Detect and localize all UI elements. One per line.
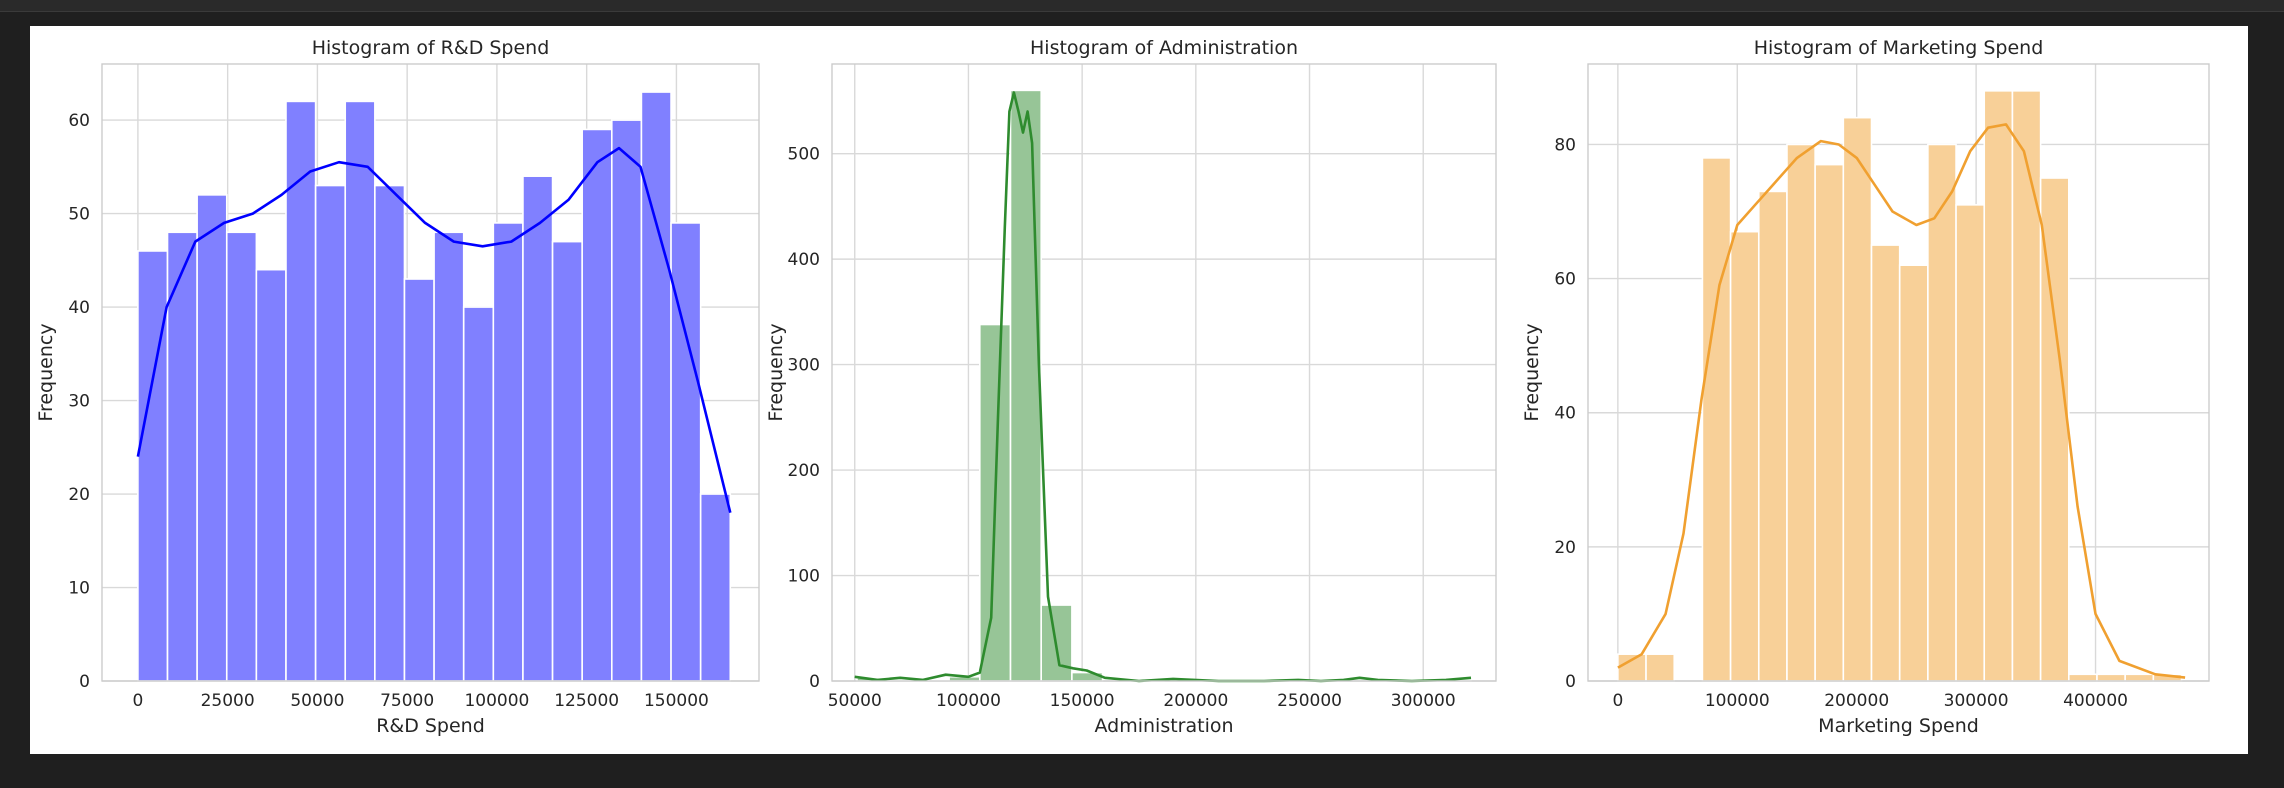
histogram-bar	[255, 268, 287, 682]
y-tick-label: 40	[1554, 404, 1576, 424]
histogram-bar	[2011, 90, 2042, 682]
histogram-bar	[374, 184, 406, 682]
figure-canvas: 0 25000 50000 75000 100000 125000 150000 0 10 20 3…	[30, 26, 2248, 754]
histogram-figure: 0 25000 50000 75000 100000 125000 150000010203…	[35, 37, 2210, 737]
x-tick-label: 0	[132, 691, 143, 711]
histogram-bar	[314, 184, 347, 682]
y-tick-label: 0	[809, 672, 820, 692]
x-tick-label: 300000	[1944, 691, 2009, 711]
axes-frame	[1587, 63, 2210, 682]
histogram-bar	[1617, 653, 1647, 682]
chart-panel-1: 0 25000 50000 75000 100000 125000 150000 0 10 20 3…	[35, 37, 760, 737]
x-tick-label: 300000	[1391, 691, 1456, 711]
y-tick-label: 80	[1554, 135, 1576, 155]
x-tick-label: 125000	[554, 691, 619, 711]
histogram-bar	[1757, 190, 1788, 682]
histogram-bar	[611, 119, 643, 682]
x-axis-label: R&D Spend	[376, 715, 485, 737]
histogram-bar	[137, 250, 169, 682]
y-tick-label: 60	[1554, 270, 1576, 290]
x-tick-label: 400000	[2063, 691, 2128, 711]
chart-panel-3: 0 100000 200000 300000 400000 0 20 40 60 80 Histog…	[1521, 37, 2210, 737]
x-tick-label: 50000	[828, 691, 882, 711]
histogram-bar	[2067, 673, 2098, 682]
histogram-bar	[1814, 163, 1845, 682]
y-tick-label: 20	[1554, 538, 1576, 558]
histogram-bar	[2096, 673, 2126, 682]
x-tick-label: 100000	[464, 691, 529, 711]
y-tick-label: 30	[68, 392, 90, 412]
histogram-bar	[1927, 143, 1957, 682]
histogram-bar	[551, 240, 583, 682]
y-axis-label: Frequency	[35, 323, 57, 421]
y-tick-label: 50	[68, 205, 90, 225]
histogram-bar	[522, 175, 554, 682]
histogram-bar	[225, 231, 258, 682]
histogram-bar	[1983, 90, 2014, 682]
x-tick-label: 100000	[1705, 691, 1770, 711]
y-tick-label: 20	[68, 485, 90, 505]
window-top-bar	[0, 0, 2284, 12]
chart-title: Histogram of Marketing Spend	[1754, 37, 2044, 59]
y-tick-label: 500	[788, 145, 820, 165]
histogram-bar	[1009, 89, 1043, 682]
y-tick-label: 60	[68, 111, 90, 131]
x-tick-label: 200000	[1163, 691, 1228, 711]
x-tick-label: 150000	[1050, 691, 1115, 711]
y-tick-label: 300	[788, 356, 820, 376]
x-tick-label: 150000	[644, 691, 709, 711]
histogram-bar	[1786, 143, 1816, 682]
x-axis-label: Marketing Spend	[1818, 715, 1979, 737]
x-tick-label: 200000	[1824, 691, 1889, 711]
y-tick-label: 400	[788, 250, 820, 270]
y-tick-label: 10	[68, 579, 90, 599]
histogram-bar	[403, 278, 435, 682]
kde-line	[136, 146, 732, 514]
y-tick-label: 0	[1565, 672, 1576, 692]
chart-panel-2: 50000 100000 150000 200000 250000 300000 0 100 2…	[765, 37, 1497, 737]
y-axis-label: Frequency	[765, 323, 787, 421]
kde-line	[1617, 123, 2186, 679]
chart-title: Histogram of R&D Spend	[312, 37, 550, 59]
x-tick-label: 25000	[201, 691, 255, 711]
histogram-bar	[699, 493, 732, 682]
y-tick-label: 200	[788, 461, 820, 481]
x-tick-label: 75000	[380, 691, 434, 711]
chart-title: Histogram of Administration	[1030, 37, 1298, 59]
y-tick-label: 40	[68, 298, 90, 318]
histogram-bar	[492, 222, 524, 682]
histogram-bar	[1842, 116, 1873, 682]
histogram-bar	[1898, 264, 1929, 682]
y-tick-label: 100	[788, 567, 820, 587]
histogram-bar	[1870, 244, 1901, 682]
histogram-bar	[1955, 204, 1986, 682]
histogram-bar	[670, 222, 702, 682]
axes-frame	[831, 63, 1497, 682]
axes-frame	[101, 63, 760, 682]
x-tick-label: 50000	[290, 691, 344, 711]
kde-line	[854, 91, 1472, 683]
x-tick-label: 100000	[936, 691, 1001, 711]
histogram-bar	[2124, 673, 2155, 682]
y-axis-label: Frequency	[1521, 323, 1543, 421]
histogram-bar	[1729, 230, 1760, 682]
x-tick-label: 250000	[1277, 691, 1342, 711]
x-tick-label: 0	[1612, 691, 1623, 711]
histogram-bar	[640, 91, 672, 682]
histogram-bar	[581, 128, 613, 682]
histogram-bar	[344, 100, 376, 682]
x-axis-label: Administration	[1094, 715, 1233, 737]
histogram-bar	[433, 231, 465, 682]
histogram-bar	[1645, 653, 1676, 682]
histogram-bar	[196, 194, 228, 682]
histogram-bar	[166, 231, 198, 682]
histogram-bar	[1701, 157, 1732, 682]
y-tick-label: 0	[79, 672, 90, 692]
histogram-bar	[462, 306, 495, 682]
